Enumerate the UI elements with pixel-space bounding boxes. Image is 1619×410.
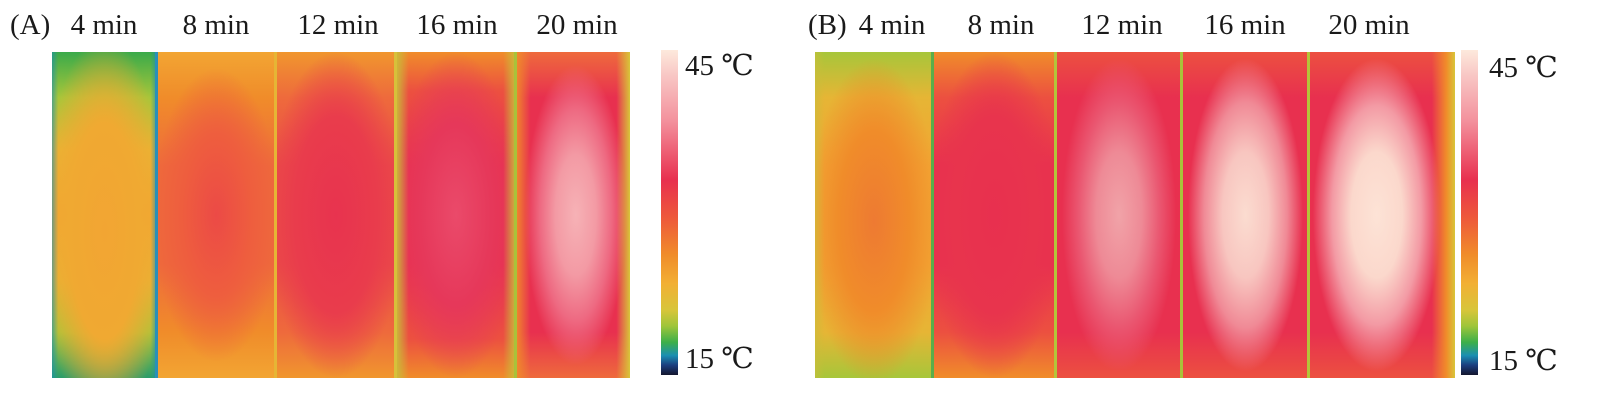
frame-divider <box>274 52 278 378</box>
frame-divider <box>931 52 935 378</box>
time-label-16min: 16 min <box>1204 9 1286 41</box>
frame-divider <box>394 52 398 378</box>
colorbar-max-label: 45 ℃ <box>685 50 754 82</box>
thermal-image-strip <box>815 52 1455 378</box>
time-label-12min: 12 min <box>1081 9 1163 41</box>
thermal-frame-20min <box>517 52 630 378</box>
frame-divider <box>1307 52 1311 378</box>
colorbar-max-label: 45 ℃ <box>1489 52 1558 84</box>
thermal-panel-a: (A) 4 min 8 min 12 min 16 min 20 min <box>0 0 800 410</box>
time-label-8min: 8 min <box>182 9 250 41</box>
thermal-panel-b: (B) 4 min 8 min 12 min 16 min 20 min <box>808 0 1619 410</box>
thermal-frame-16min <box>397 52 515 378</box>
time-label-20min: 20 min <box>536 9 618 41</box>
colorbar-min-label: 15 ℃ <box>1489 345 1558 377</box>
frame-divider <box>1054 52 1058 378</box>
thermal-frame-20min <box>1310 52 1455 378</box>
time-label-4min: 4 min <box>858 9 926 41</box>
colorbar-min-label: 15 ℃ <box>685 343 754 375</box>
time-label-4min: 4 min <box>70 9 138 41</box>
time-label-20min: 20 min <box>1328 9 1410 41</box>
panel-label: (A) <box>10 9 51 41</box>
temperature-colorbar <box>1461 50 1478 375</box>
thermal-frame-8min <box>158 52 275 378</box>
thermal-frame-12min <box>1057 52 1181 378</box>
frame-divider <box>1180 52 1184 378</box>
thermal-frame-4min <box>52 52 157 378</box>
frame-divider <box>155 52 159 378</box>
frame-divider <box>514 52 518 378</box>
thermal-frame-12min <box>277 52 395 378</box>
thermal-image-strip <box>52 52 630 378</box>
thermal-frame-8min <box>934 52 1055 378</box>
time-label-16min: 16 min <box>416 9 498 41</box>
temperature-colorbar <box>661 50 678 375</box>
thermal-frame-16min <box>1183 52 1308 378</box>
panel-label: (B) <box>808 9 847 41</box>
time-label-8min: 8 min <box>967 9 1035 41</box>
thermal-frame-4min <box>815 52 933 378</box>
time-label-12min: 12 min <box>297 9 379 41</box>
